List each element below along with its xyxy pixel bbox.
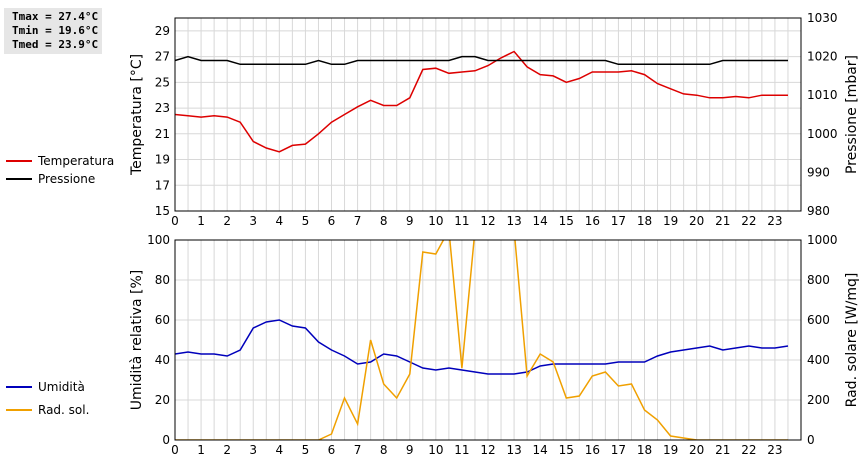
x-tick-label: 4 [276, 214, 284, 228]
x-tick-label: 23 [767, 214, 782, 228]
x-tick-label: 10 [428, 443, 443, 457]
x-tick-label: 16 [585, 214, 600, 228]
y-right-tick-label: 800 [807, 273, 830, 287]
x-tick-label: 19 [663, 443, 678, 457]
y-left-tick-label: 19 [155, 153, 170, 167]
y-left-axis-title: Temperatura [°C] [129, 54, 145, 176]
y-right-tick-label: 600 [807, 313, 830, 327]
legend-swatch-pressione [6, 178, 32, 180]
x-tick-label: 14 [533, 443, 548, 457]
x-tick-label: 11 [454, 214, 469, 228]
series-line-umidit- [175, 319, 789, 375]
x-tick-label: 3 [249, 443, 257, 457]
y-left-tick-label: 21 [155, 127, 170, 141]
x-tick-label: 23 [767, 443, 782, 457]
x-tick-label: 7 [354, 214, 362, 228]
y-left-tick-label: 25 [155, 75, 170, 89]
y-left-tick-label: 80 [155, 273, 170, 287]
x-tick-label: 22 [741, 214, 756, 228]
x-tick-label: 2 [223, 214, 231, 228]
tmed-stat: Tmed = 23.9°C [12, 38, 99, 51]
x-tick-label: 1 [197, 443, 205, 457]
y-right-axis-title: Pressione [mbar] [844, 55, 860, 174]
x-tick-label: 17 [611, 443, 626, 457]
x-tick-label: 0 [171, 443, 179, 457]
x-tick-label: 15 [559, 443, 574, 457]
y-left-tick-label: 0 [162, 433, 170, 447]
x-tick-label: 21 [715, 443, 730, 457]
x-tick-label: 1 [197, 214, 205, 228]
x-tick-label: 0 [171, 214, 179, 228]
x-tick-label: 6 [328, 443, 336, 457]
x-tick-label: 18 [637, 443, 652, 457]
x-tick-label: 3 [249, 214, 257, 228]
x-tick-label: 17 [611, 214, 626, 228]
y-left-tick-label: 17 [155, 178, 170, 192]
x-tick-label: 18 [637, 214, 652, 228]
x-tick-label: 5 [302, 214, 310, 228]
y-left-tick-label: 29 [155, 24, 170, 38]
x-tick-label: 8 [380, 443, 388, 457]
y-left-tick-label: 15 [155, 204, 170, 218]
x-tick-label: 4 [276, 443, 284, 457]
legend-label-temperatura: Temperatura [38, 154, 115, 168]
series-line-rad-sol- [175, 240, 788, 440]
y-left-tick-label: 27 [155, 50, 170, 64]
x-tick-label: 20 [689, 443, 704, 457]
plot-frame [174, 239, 802, 441]
x-tick-label: 15 [559, 214, 574, 228]
y-left-tick-label: 60 [155, 313, 170, 327]
x-tick-label: 8 [380, 214, 388, 228]
series-line-pressione [175, 55, 788, 66]
y-right-tick-label: 1020 [807, 50, 838, 64]
chart-panel-1: 0 1 2 3 4 5 6 7 8 9 10 11 12 13 14 15 16 17 18 19 20 21 22 2302… [129, 233, 860, 457]
x-tick-label: 20 [689, 214, 704, 228]
legend-swatch-temperatura [6, 160, 32, 162]
legend-label-umidita: Umidità [38, 380, 85, 394]
y-right-axis-title: Rad. solare [W/mq] [844, 273, 860, 408]
y-right-tick-label: 980 [807, 204, 830, 218]
x-tick-label: 16 [585, 443, 600, 457]
x-tick-label: 13 [506, 443, 521, 457]
y-left-tick-label: 40 [155, 353, 170, 367]
plot-frame [174, 17, 802, 212]
y-left-tick-label: 100 [147, 233, 170, 247]
y-right-tick-label: 990 [807, 165, 830, 179]
x-tick-label: 14 [533, 214, 548, 228]
y-right-tick-label: 0 [807, 433, 815, 447]
y-right-tick-label: 1030 [807, 11, 838, 25]
x-tick-label: 10 [428, 214, 443, 228]
y-left-axis-title: Umidità relativa [%] [129, 270, 145, 411]
x-tick-label: 12 [480, 214, 495, 228]
x-tick-label: 13 [506, 214, 521, 228]
x-tick-label: 5 [302, 443, 310, 457]
tmin-stat: Tmin = 19.6°C [12, 24, 99, 37]
x-tick-label: 6 [328, 214, 336, 228]
y-right-tick-label: 1000 [807, 127, 838, 141]
y-left-tick-label: 23 [155, 101, 170, 115]
series-line-temperatura [175, 50, 788, 153]
x-tick-label: 22 [741, 443, 756, 457]
chart-panel-0: 0 1 2 3 4 5 6 7 8 9 10 11 12 13 14 15 16 17 18 19 20 21 22 2315… [129, 11, 860, 228]
y-right-tick-label: 1010 [807, 88, 838, 102]
y-right-tick-label: 200 [807, 393, 830, 407]
y-left-tick-label: 20 [155, 393, 170, 407]
x-tick-label: 2 [223, 443, 231, 457]
legend-swatch-umidita [6, 386, 32, 388]
x-tick-label: 12 [480, 443, 495, 457]
x-tick-label: 9 [406, 214, 414, 228]
legend-swatch-rad-sol [6, 409, 32, 411]
tmax-stat: Tmax = 27.4°C [12, 10, 99, 23]
x-tick-label: 19 [663, 214, 678, 228]
x-tick-label: 21 [715, 214, 730, 228]
y-right-tick-label: 1000 [807, 233, 838, 247]
stats-box: Tmax = 27.4°C Tmin = 19.6°C Tmed = 23.9°… [4, 8, 102, 54]
y-right-tick-label: 400 [807, 353, 830, 367]
x-tick-label: 9 [406, 443, 414, 457]
legend-label-rad-sol: Rad. sol. [38, 403, 90, 417]
x-tick-label: 11 [454, 443, 469, 457]
legend-label-pressione: Pressione [38, 172, 96, 186]
x-tick-label: 7 [354, 443, 362, 457]
